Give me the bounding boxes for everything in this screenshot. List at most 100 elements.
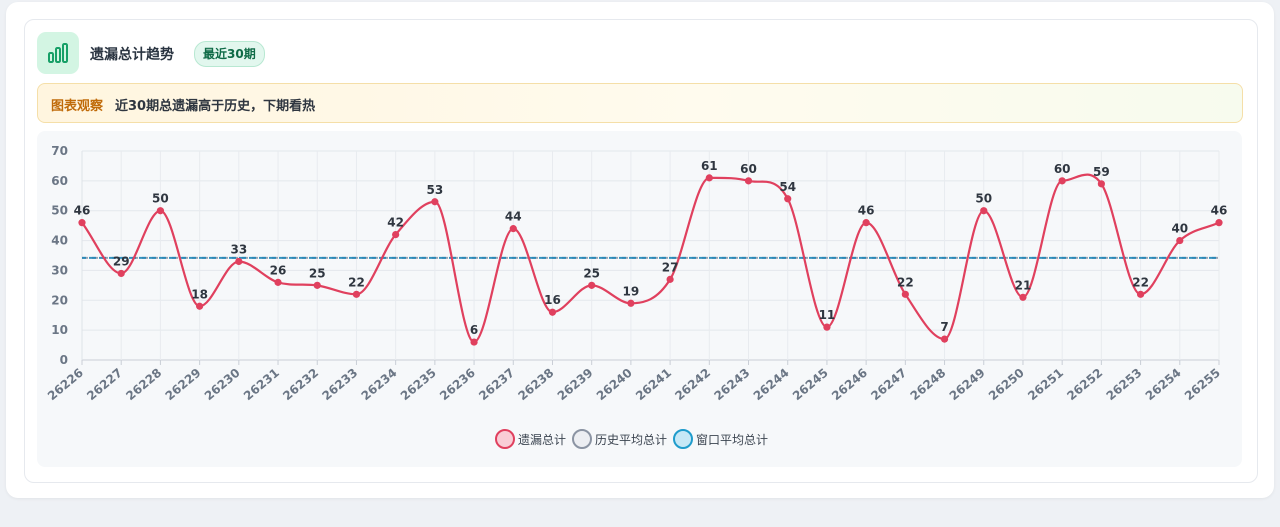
x-tick-label: 26241 — [633, 366, 674, 404]
data-point — [823, 323, 831, 331]
x-tick-label: 26238 — [515, 366, 556, 404]
data-point — [705, 174, 713, 182]
x-tick-label: 26226 — [45, 366, 86, 404]
x-tick-label: 26229 — [163, 366, 204, 404]
data-label: 22 — [348, 275, 365, 289]
data-point — [156, 207, 165, 215]
data-label: 50 — [975, 192, 992, 206]
legend-item-main[interactable]: 遗漏总计 — [495, 429, 566, 449]
x-tick-label: 26236 — [437, 366, 478, 404]
legend-label-main: 遗漏总计 — [518, 432, 567, 447]
data-label: 60 — [1054, 162, 1071, 176]
data-label: 40 — [1171, 222, 1188, 236]
x-tick-label: 26231 — [241, 366, 282, 404]
data-point — [980, 207, 988, 215]
x-tick-label: 26243 — [711, 366, 752, 404]
data-label: 59 — [1093, 165, 1110, 179]
data-label: 33 — [230, 242, 247, 256]
data-point — [509, 225, 517, 233]
data-label: 50 — [152, 192, 169, 206]
data-point — [470, 338, 478, 346]
data-point — [784, 195, 792, 203]
data-point — [1058, 177, 1066, 185]
data-point — [1215, 219, 1223, 227]
data-label: 46 — [1211, 204, 1228, 218]
y-tick-label: 30 — [51, 263, 68, 277]
x-tick-label: 26251 — [1025, 366, 1066, 404]
data-label: 6 — [470, 323, 478, 337]
x-tick-label: 26250 — [986, 366, 1027, 404]
x-tick-label: 26247 — [868, 366, 909, 404]
x-tick-label: 26242 — [672, 366, 713, 404]
insight-text: 近30期总遗漏高于历史，下期看热 — [115, 99, 316, 114]
data-point — [313, 281, 321, 289]
data-label: 53 — [427, 183, 444, 197]
x-tick-label: 26228 — [123, 366, 164, 404]
x-tick-label: 26249 — [947, 366, 988, 404]
legend-label-window-avg: 窗口平均总计 — [696, 432, 769, 447]
data-label: 42 — [387, 216, 404, 230]
period-badge: 最近30期 — [194, 41, 265, 67]
data-point — [1176, 236, 1184, 245]
data-point — [862, 219, 870, 227]
data-point — [744, 177, 753, 185]
x-tick-label: 26244 — [751, 366, 792, 404]
x-tick-label: 26255 — [1182, 366, 1223, 404]
legend-swatch-main — [495, 429, 515, 449]
legend-item-window-avg[interactable]: 窗口平均总计 — [673, 429, 768, 449]
data-label: 22 — [1132, 275, 1149, 289]
data-label: 27 — [662, 260, 679, 274]
chart-legend: 遗漏总计 历史平均总计 窗口平均总计 — [495, 426, 770, 452]
y-tick-label: 20 — [51, 293, 68, 307]
data-point — [901, 290, 909, 298]
insight-banner: 图表观察 近30期总遗漏高于历史，下期看热 — [37, 83, 1243, 123]
data-label: 25 — [583, 266, 600, 280]
legend-swatch-history-avg — [572, 429, 593, 449]
data-label: 46 — [74, 204, 91, 218]
data-label: 11 — [819, 308, 836, 322]
data-point — [196, 302, 204, 310]
y-tick-label: 60 — [51, 174, 68, 188]
chart-title: 遗漏总计趋势 — [90, 47, 174, 63]
data-point — [1097, 180, 1105, 188]
data-label: 60 — [740, 162, 757, 176]
x-tick-label: 26245 — [790, 366, 831, 404]
data-label: 18 — [191, 287, 208, 301]
chart-panel — [37, 131, 1242, 467]
data-point — [274, 278, 282, 286]
x-tick-label: 26237 — [476, 366, 517, 404]
y-tick-label: 70 — [51, 144, 68, 158]
x-tick-label: 26227 — [84, 366, 125, 404]
data-point — [588, 281, 596, 289]
y-tick-label: 10 — [51, 323, 68, 337]
x-tick-label: 26246 — [829, 366, 870, 404]
y-tick-label: 0 — [60, 353, 68, 367]
x-tick-label: 26248 — [907, 366, 948, 404]
x-tick-label: 26253 — [1104, 366, 1145, 404]
data-point — [117, 269, 125, 278]
x-tick-label: 26240 — [594, 366, 635, 404]
x-tick-label: 26233 — [319, 366, 360, 404]
data-label: 16 — [544, 293, 561, 307]
data-label: 26 — [270, 263, 287, 277]
data-label: 61 — [701, 159, 718, 173]
legend-item-history-avg[interactable]: 历史平均总计 — [572, 429, 667, 449]
x-tick-label: 26235 — [398, 366, 439, 404]
data-point — [940, 335, 949, 343]
data-point — [235, 257, 243, 266]
data-label: 25 — [309, 266, 326, 280]
x-tick-label: 26252 — [1064, 366, 1105, 404]
data-point — [392, 231, 400, 239]
data-label: 22 — [897, 275, 914, 289]
data-label: 29 — [113, 254, 130, 268]
data-label: 54 — [779, 180, 796, 194]
x-tick-label: 26234 — [359, 366, 400, 404]
data-point — [1019, 293, 1027, 301]
data-point — [666, 275, 674, 283]
x-tick-label: 26230 — [202, 366, 243, 404]
data-label: 21 — [1015, 278, 1032, 292]
y-tick-label: 40 — [51, 234, 68, 248]
bar-chart-icon — [37, 32, 79, 74]
x-tick-label: 26239 — [555, 366, 596, 404]
